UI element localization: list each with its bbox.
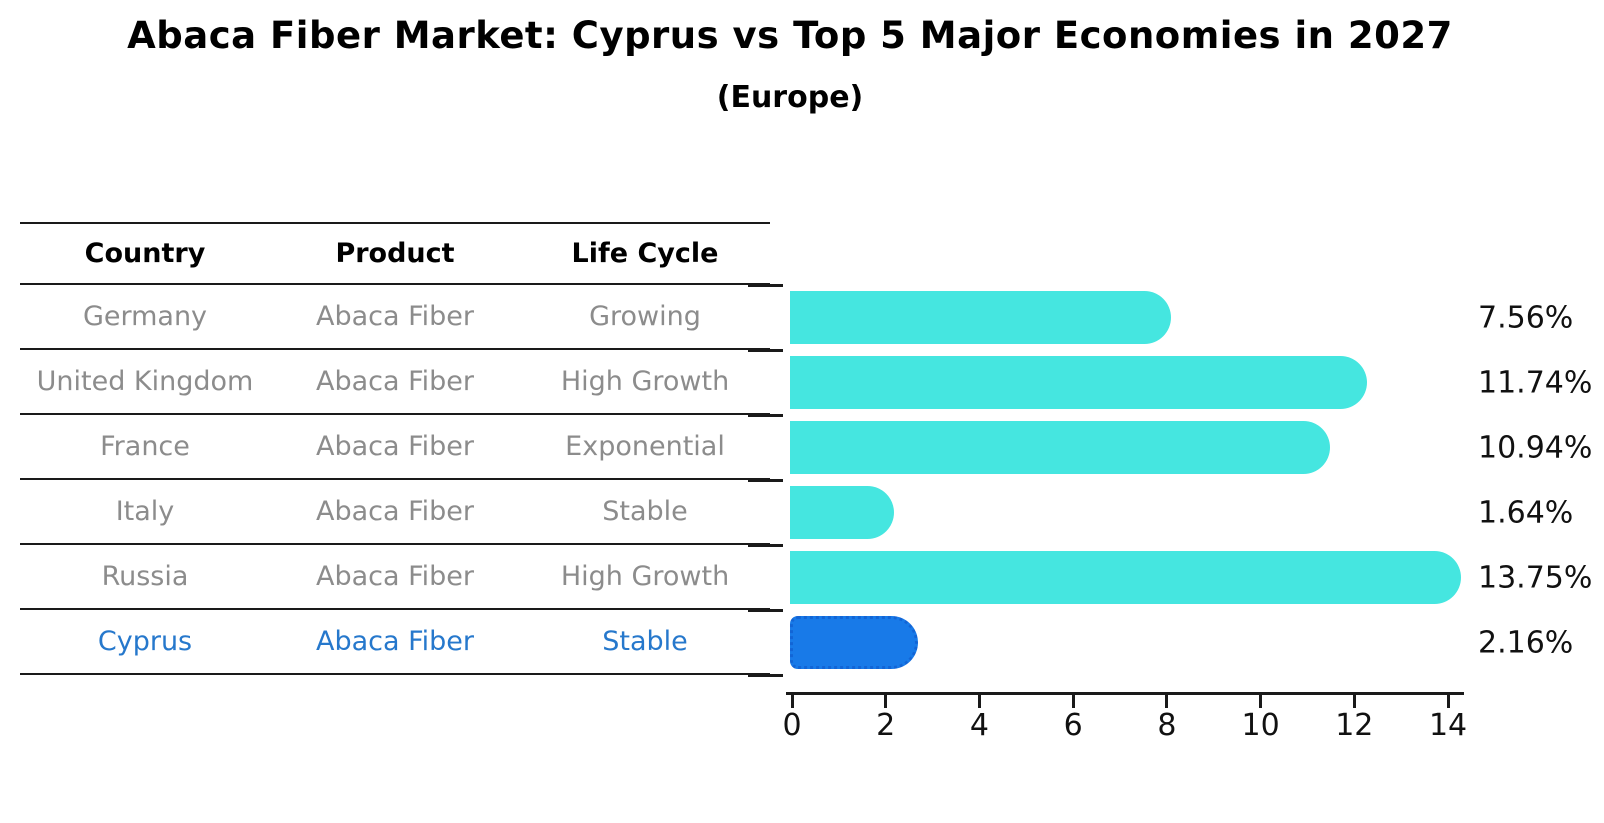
x-tick-label: 12: [1335, 708, 1374, 743]
y-tick: [748, 283, 783, 287]
table-header-row: Country Product Life Cycle: [20, 222, 770, 285]
y-tick: [748, 478, 783, 482]
x-tick: [977, 695, 981, 708]
y-tick: [748, 608, 783, 612]
table-cell-life-cycle: High Growth: [560, 366, 730, 397]
x-tick-label: 6: [1063, 708, 1083, 743]
table-row: Italy Abaca Fiber Stable: [20, 480, 770, 545]
bar: [790, 291, 1171, 344]
x-tick: [1259, 695, 1263, 708]
table-cell-life-cycle: High Growth: [560, 561, 730, 592]
table-cell-life-cycle: Exponential: [565, 431, 725, 462]
table-cell-product: Abaca Fiber: [315, 626, 475, 657]
x-tick-label: 2: [876, 708, 896, 743]
table-cell-country: Russia: [101, 561, 189, 592]
table-cell-country: Italy: [115, 496, 175, 527]
table-cell-life-cycle: Stable: [602, 626, 688, 657]
y-tick: [748, 348, 783, 352]
table-cell-product: Abaca Fiber: [315, 366, 475, 397]
table-cell-life-cycle: Growing: [589, 301, 701, 332]
value-label: 7.56%: [1478, 300, 1574, 335]
chart-subtitle: (Europe): [716, 80, 864, 115]
table-cell-country: Cyprus: [97, 626, 193, 657]
table-cell-country: France: [100, 431, 190, 462]
column-header-product: Product: [335, 238, 455, 269]
y-tick: [748, 413, 783, 417]
x-tick: [1352, 695, 1356, 708]
value-label: 10.94%: [1478, 430, 1593, 465]
y-tick: [748, 673, 783, 677]
x-tick-label: 0: [782, 708, 802, 743]
table-row: Cyprus Abaca Fiber Stable: [20, 610, 770, 675]
x-tick-label: 4: [969, 708, 989, 743]
x-tick: [1071, 695, 1075, 708]
table-row: France Abaca Fiber Exponential: [20, 415, 770, 480]
value-label: 13.75%: [1478, 560, 1593, 595]
table-cell-product: Abaca Fiber: [315, 431, 475, 462]
comparison-table: Country Product Life Cycle Germany Abaca …: [20, 222, 770, 675]
value-label: 2.16%: [1478, 625, 1574, 660]
x-tick-label: 8: [1157, 708, 1177, 743]
x-tick-label: 10: [1241, 708, 1280, 743]
table-row: United Kingdom Abaca Fiber High Growth: [20, 350, 770, 415]
highlight-bar: [790, 616, 918, 669]
y-tick: [748, 543, 783, 547]
x-tick: [1446, 695, 1450, 708]
table-cell-product: Abaca Fiber: [315, 496, 475, 527]
x-axis-line: [786, 692, 1464, 695]
value-label: 1.64%: [1478, 495, 1574, 530]
table-cell-country: United Kingdom: [36, 366, 254, 397]
bar: [790, 356, 1367, 409]
table-cell-product: Abaca Fiber: [315, 301, 475, 332]
chart-title: Abaca Fiber Market: Cyprus vs Top 5 Majo…: [127, 14, 1453, 57]
x-tick: [884, 695, 888, 708]
column-header-country: Country: [84, 238, 206, 269]
x-tick: [790, 695, 794, 708]
x-tick-label: 14: [1428, 708, 1468, 743]
table-cell-product: Abaca Fiber: [315, 561, 475, 592]
table-cell-life-cycle: Stable: [602, 496, 688, 527]
value-label: 11.74%: [1478, 365, 1593, 400]
column-header-life-cycle: Life Cycle: [571, 238, 719, 269]
x-tick: [1165, 695, 1169, 708]
table-cell-country: Germany: [82, 301, 208, 332]
bar: [790, 421, 1330, 474]
table-body: Germany Abaca Fiber Growing United Kingdom A…: [20, 285, 770, 675]
table-row: Russia Abaca Fiber High Growth: [20, 545, 770, 610]
bar: [790, 486, 894, 539]
bar: [790, 551, 1461, 604]
table-row: Germany Abaca Fiber Growing: [20, 285, 770, 350]
